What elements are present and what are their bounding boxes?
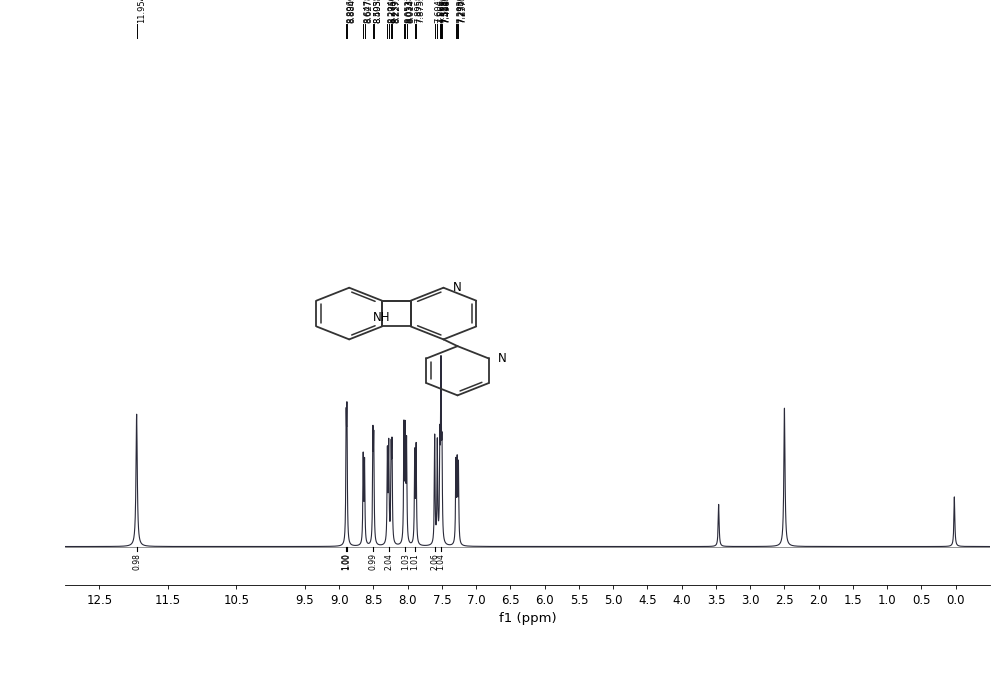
Text: 8.2397: 8.2397 — [391, 0, 400, 23]
Text: 8.8849: 8.8849 — [347, 0, 356, 23]
Text: 8.2272: 8.2272 — [392, 0, 401, 23]
Text: 8.6478: 8.6478 — [363, 0, 372, 23]
Text: 7.5286: 7.5286 — [440, 0, 449, 23]
Text: NH: NH — [373, 311, 391, 325]
Text: 7.6043: 7.6043 — [435, 0, 444, 23]
Text: 7.8958: 7.8958 — [415, 0, 424, 23]
Text: 2.06: 2.06 — [430, 553, 439, 570]
Text: 11.9544: 11.9544 — [137, 0, 146, 23]
Text: 1.00: 1.00 — [342, 553, 351, 570]
Text: 7.5661: 7.5661 — [437, 0, 446, 23]
Text: 7.5140: 7.5140 — [441, 0, 450, 23]
Text: 8.2946: 8.2946 — [387, 0, 396, 23]
Text: 7.5112: 7.5112 — [441, 0, 450, 23]
Text: 1.01: 1.01 — [410, 553, 419, 570]
Text: N: N — [498, 352, 506, 365]
Text: 2.04: 2.04 — [384, 553, 393, 570]
Text: 1.00: 1.00 — [342, 553, 351, 570]
Text: 0.99: 0.99 — [368, 553, 377, 570]
Text: 1.03: 1.03 — [401, 553, 410, 570]
Text: 8.8966: 8.8966 — [346, 0, 355, 23]
Text: 8.0147: 8.0147 — [407, 0, 416, 23]
Text: 8.5058: 8.5058 — [373, 0, 382, 23]
Text: N: N — [452, 281, 461, 294]
Text: 7.4981: 7.4981 — [442, 0, 451, 23]
Text: 8.0338: 8.0338 — [405, 0, 414, 23]
Text: 8.2750: 8.2750 — [389, 0, 398, 23]
X-axis label: f1 (ppm): f1 (ppm) — [499, 612, 556, 626]
Text: 7.2578: 7.2578 — [458, 0, 467, 23]
Text: 0.98: 0.98 — [132, 553, 141, 570]
Text: 7.2950: 7.2950 — [456, 0, 465, 23]
Text: 8.4932: 8.4932 — [374, 0, 383, 23]
Text: 7.8752: 7.8752 — [416, 0, 425, 23]
Text: 7.2762: 7.2762 — [457, 0, 466, 23]
Text: 8.6278: 8.6278 — [365, 0, 374, 23]
Text: 1.04: 1.04 — [436, 553, 445, 570]
Text: 8.0533: 8.0533 — [404, 0, 413, 23]
